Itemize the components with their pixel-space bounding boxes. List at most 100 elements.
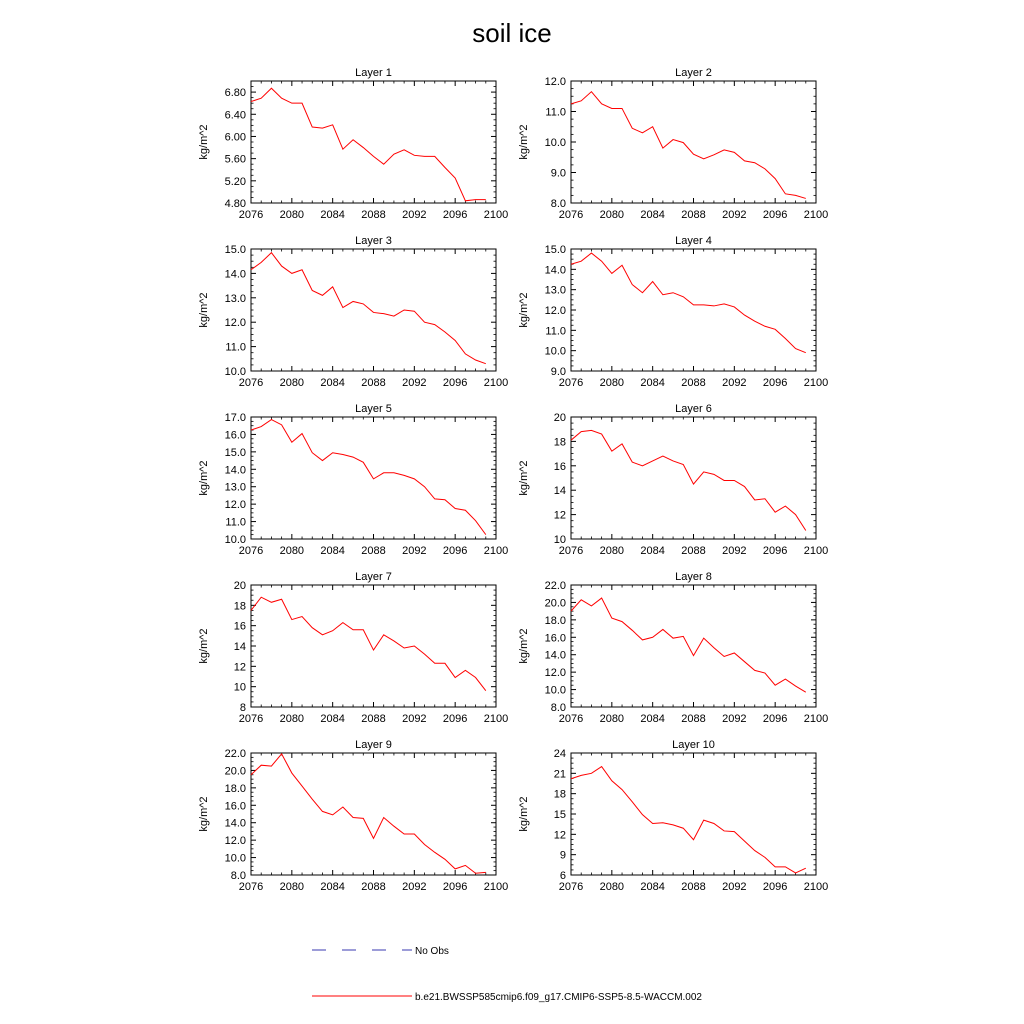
x-tick-label: 2076 (559, 881, 583, 893)
y-tick-label: 18.0 (225, 783, 246, 795)
panel-10: Layer 10 kg/m^2 2076 2080 2084 2088 2092 2096 21… (518, 739, 828, 893)
y-tick-label: 24 (554, 748, 566, 760)
x-tick-label: 2088 (361, 545, 385, 557)
y-tick-label: 12.0 (545, 76, 566, 88)
x-tick-label: 2092 (402, 545, 426, 557)
series-line (570, 597, 807, 693)
x-tick-label: 2088 (681, 209, 705, 221)
series-line (570, 765, 807, 874)
y-tick-label: 13.0 (225, 482, 246, 494)
x-tick-label: 2088 (361, 209, 385, 221)
panel-title: Layer 7 (355, 571, 392, 583)
x-tick-label: 2096 (763, 209, 787, 221)
x-tick-label: 2100 (804, 545, 828, 557)
x-tick-label: 2084 (320, 545, 344, 557)
x-tick-label: 2080 (280, 209, 304, 221)
x-tick-label: 2076 (239, 713, 263, 725)
y-tick-label: 16.0 (545, 632, 566, 644)
x-tick-label: 2100 (804, 881, 828, 893)
y-tick-label: 20.0 (225, 765, 246, 777)
panel-title: Layer 6 (675, 403, 712, 415)
y-tick-label: 16.0 (225, 429, 246, 441)
y-tick-label: 10.0 (545, 346, 566, 358)
y-tick-label: 12.0 (225, 835, 246, 847)
y-tick-label: 15.0 (545, 244, 566, 256)
x-tick-label: 2092 (722, 377, 746, 389)
y-axis-label: kg/m^2 (518, 460, 530, 495)
x-tick-label: 2080 (280, 881, 304, 893)
x-tick-label: 2084 (640, 881, 664, 893)
y-tick-label: 10.0 (225, 366, 246, 378)
x-tick-label: 2100 (804, 713, 828, 725)
plot-frame (250, 584, 497, 708)
y-tick-label: 11.0 (225, 342, 246, 354)
x-tick-label: 2096 (763, 545, 787, 557)
x-tick-label: 2092 (722, 713, 746, 725)
y-tick-label: 15 (554, 809, 566, 821)
y-tick-label: 13.0 (545, 285, 566, 297)
panel-title: Layer 9 (355, 739, 392, 751)
x-tick-label: 2096 (763, 377, 787, 389)
x-tick-label: 2084 (320, 881, 344, 893)
y-tick-label: 14 (234, 641, 246, 653)
x-tick-label: 2096 (763, 713, 787, 725)
y-tick-label: 10 (234, 682, 246, 694)
y-tick-label: 14.0 (545, 264, 566, 276)
x-tick-label: 2100 (484, 209, 508, 221)
x-tick-label: 2080 (600, 377, 624, 389)
y-tick-label: 21 (554, 768, 566, 780)
x-tick-label: 2096 (443, 377, 467, 389)
y-tick-label: 6.40 (225, 109, 246, 121)
panel-1: Layer 1 kg/m^2 2076 2080 2084 2088 2092 2096 210… (198, 67, 508, 221)
y-tick-label: 18 (554, 436, 566, 448)
y-tick-label: 4.80 (225, 198, 246, 210)
x-tick-label: 2092 (402, 209, 426, 221)
panels: Layer 1 kg/m^2 2076 2080 2084 2088 2092 2096 210… (198, 67, 828, 893)
x-tick-label: 2080 (600, 881, 624, 893)
y-tick-label: 6.00 (225, 131, 246, 143)
y-tick-label: 18 (234, 600, 246, 612)
y-tick-label: 5.20 (225, 176, 246, 188)
y-axis-label: kg/m^2 (518, 124, 530, 159)
panel-3: Layer 3 kg/m^2 2076 2080 2084 2088 2092 2096 210… (198, 235, 508, 389)
panel-title: Layer 5 (355, 403, 392, 415)
y-axis-label: kg/m^2 (518, 628, 530, 663)
x-tick-label: 2084 (320, 713, 344, 725)
x-tick-label: 2092 (402, 377, 426, 389)
y-tick-label: 12 (554, 510, 566, 522)
panel-6: Layer 6 kg/m^2 2076 2080 2084 2088 2092 2096 210… (518, 403, 828, 557)
y-tick-label: 9.0 (551, 366, 566, 378)
x-tick-label: 2076 (239, 209, 263, 221)
y-axis-label: kg/m^2 (198, 796, 210, 831)
x-tick-label: 2092 (402, 713, 426, 725)
y-tick-label: 9.0 (551, 168, 566, 180)
x-tick-label: 2100 (484, 713, 508, 725)
y-tick-label: 22.0 (545, 580, 566, 592)
y-tick-label: 20 (234, 580, 246, 592)
y-tick-label: 10.0 (225, 853, 246, 865)
plot-frame (250, 248, 497, 372)
y-tick-label: 11.0 (545, 325, 566, 337)
x-tick-label: 2080 (280, 377, 304, 389)
x-tick-label: 2096 (763, 881, 787, 893)
x-tick-label: 2084 (320, 377, 344, 389)
y-axis-label: kg/m^2 (198, 628, 210, 663)
y-tick-label: 8.0 (231, 870, 246, 882)
panel-title: Layer 1 (355, 67, 392, 79)
y-axis-label: kg/m^2 (198, 460, 210, 495)
x-tick-label: 2088 (361, 713, 385, 725)
y-tick-label: 22.0 (225, 748, 246, 760)
y-tick-label: 16.0 (225, 800, 246, 812)
x-tick-label: 2100 (484, 881, 508, 893)
y-axis-label: kg/m^2 (198, 124, 210, 159)
plot-frame (570, 752, 817, 876)
x-tick-label: 2096 (443, 881, 467, 893)
y-tick-label: 5.60 (225, 154, 246, 166)
x-tick-label: 2076 (559, 209, 583, 221)
legend-model-label: b.e21.BWSSP585cmip6.f09_g17.CMIP6-SSP5-8… (415, 992, 702, 1003)
series-line (250, 87, 486, 202)
y-tick-label: 18.0 (545, 615, 566, 627)
y-axis-label: kg/m^2 (198, 292, 210, 327)
x-tick-label: 2076 (239, 881, 263, 893)
y-tick-label: 16 (554, 461, 566, 473)
